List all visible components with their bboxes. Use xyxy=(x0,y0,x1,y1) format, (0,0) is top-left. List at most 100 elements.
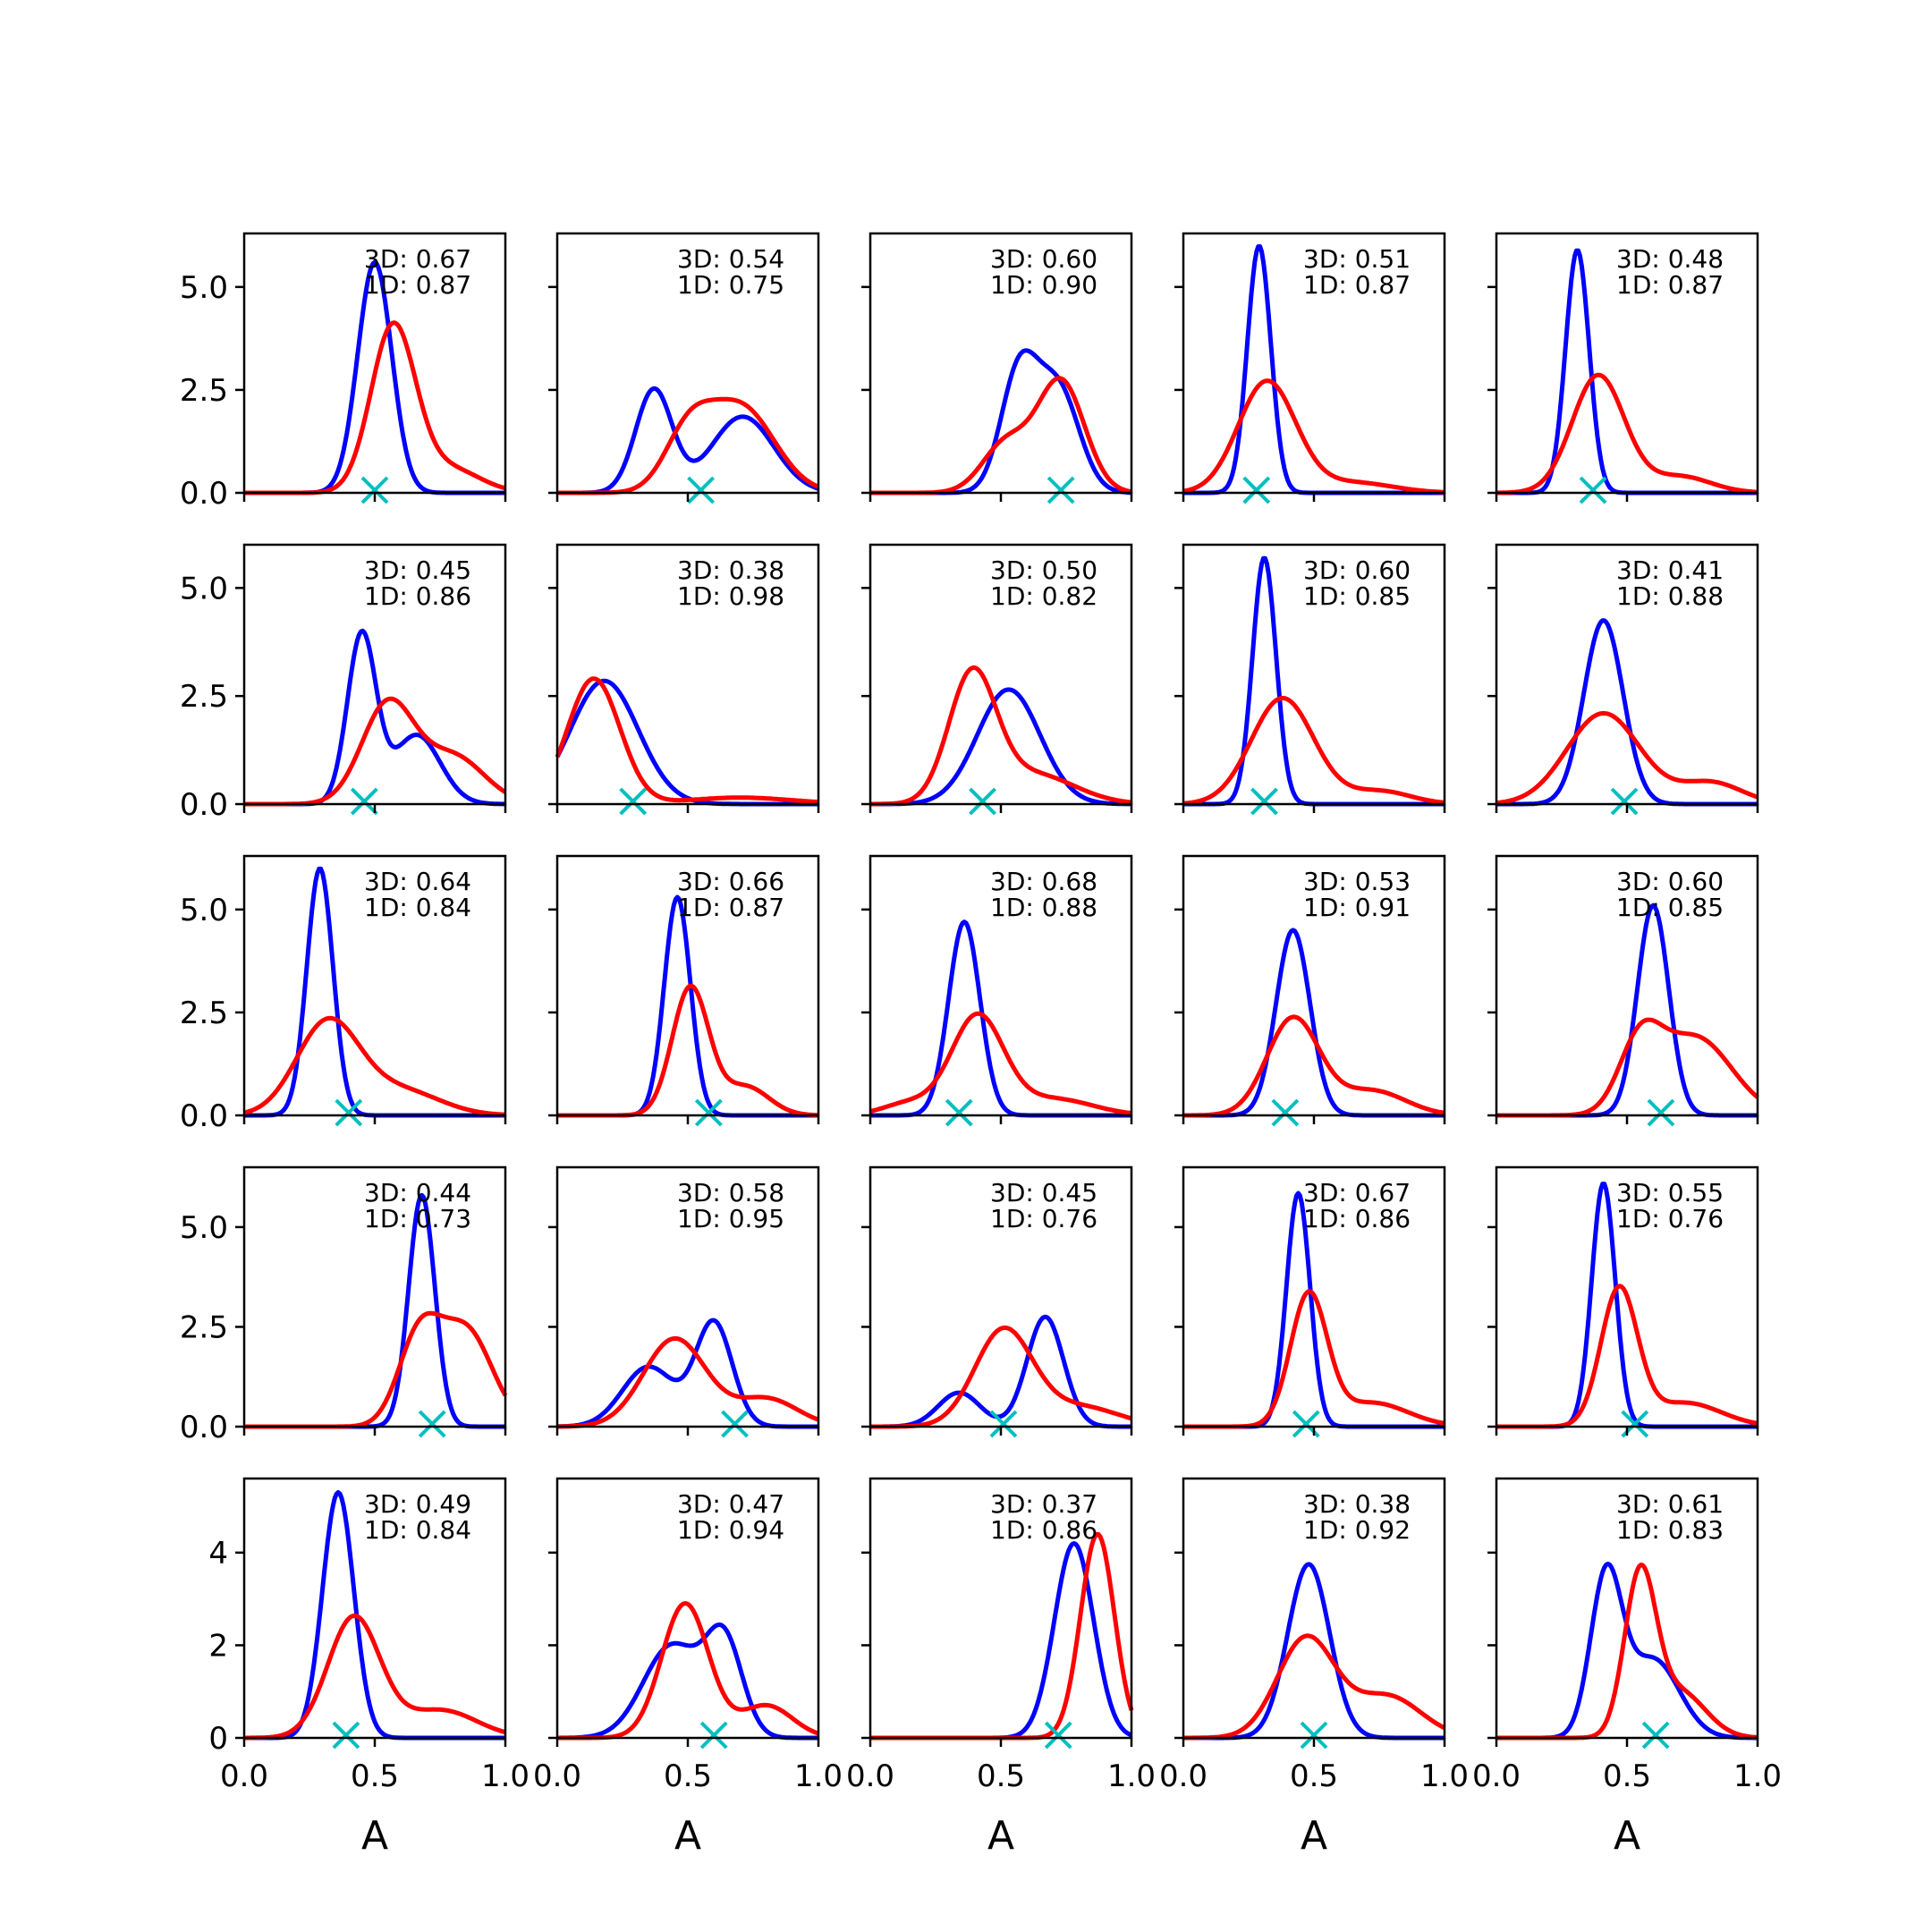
annotation-1d: 1D: 0.86 xyxy=(990,1515,1097,1545)
y-tick-label: 5.0 xyxy=(180,1210,228,1246)
marker-stroke xyxy=(694,1098,723,1127)
blue-density-line xyxy=(556,1318,819,1429)
annotation-3d: 3D: 0.38 xyxy=(677,555,784,585)
annotation-1d: 1D: 0.86 xyxy=(1303,1204,1411,1233)
marker-x xyxy=(1242,476,1271,504)
blue-density-line xyxy=(1182,928,1445,1118)
y-tick-label: 2.5 xyxy=(180,996,228,1031)
annotation-1d: 1D: 0.82 xyxy=(990,581,1097,611)
marker-x xyxy=(1641,1721,1670,1750)
marker-stroke xyxy=(1647,1098,1675,1127)
x-tick-label: 0.5 xyxy=(351,1758,399,1794)
marker-x xyxy=(969,787,996,816)
annotation-1d: 1D: 0.87 xyxy=(677,893,784,922)
red-density-line xyxy=(556,1335,819,1429)
marker-x xyxy=(418,1410,446,1438)
x-tick-label: 1.0 xyxy=(1107,1758,1156,1794)
annotation-1d: 1D: 0.91 xyxy=(1303,893,1411,922)
annotation-3d: 3D: 0.54 xyxy=(677,244,784,274)
y-tick-label: 5.0 xyxy=(180,571,228,606)
marker-x xyxy=(335,1098,363,1127)
x-tick-label: 0.5 xyxy=(1290,1758,1338,1794)
marker-x xyxy=(1250,787,1278,816)
blue-density-line xyxy=(556,386,819,496)
annotation-3d: 3D: 0.53 xyxy=(1303,867,1411,896)
marker-x xyxy=(1044,1721,1072,1750)
marker-x xyxy=(1647,1098,1675,1127)
y-tick-label: 5.0 xyxy=(180,270,228,306)
marker-x xyxy=(945,1098,973,1127)
x-tick-label: 1.0 xyxy=(794,1758,843,1794)
red-density-line xyxy=(243,696,507,807)
marker-stroke xyxy=(687,476,716,504)
marker-x xyxy=(1046,476,1075,504)
x-axis-label: A xyxy=(361,1813,388,1859)
marker-stroke xyxy=(945,1098,973,1127)
x-tick-label: 0.0 xyxy=(1159,1758,1208,1794)
red-density-line xyxy=(1182,1014,1445,1118)
red-density-line xyxy=(555,676,819,805)
y-tick-label: 0.0 xyxy=(180,787,228,823)
annotation-3d: 3D: 0.67 xyxy=(1303,1178,1411,1208)
annotation-1d: 1D: 0.87 xyxy=(1616,270,1724,300)
annotation-1d: 1D: 0.95 xyxy=(677,1204,784,1233)
marker-x xyxy=(360,476,389,504)
blue-density-line xyxy=(869,919,1132,1118)
x-tick-label: 0.0 xyxy=(533,1758,581,1794)
x-axis-label: A xyxy=(1301,1813,1327,1859)
marker-stroke xyxy=(969,787,996,816)
annotation-3d: 3D: 0.55 xyxy=(1616,1178,1724,1208)
marker-x xyxy=(350,787,378,816)
red-density-line xyxy=(869,1531,1134,1741)
y-tick-label: 4 xyxy=(208,1536,228,1572)
annotation-3d: 3D: 0.60 xyxy=(990,244,1097,274)
x-tick-label: 0.0 xyxy=(846,1758,894,1794)
blue-density-line xyxy=(869,1314,1132,1429)
annotation-3d: 3D: 0.64 xyxy=(364,867,471,896)
marker-x xyxy=(619,787,648,816)
marker-stroke xyxy=(619,787,648,816)
annotation-3d: 3D: 0.58 xyxy=(677,1178,784,1208)
blue-density-line xyxy=(555,678,819,807)
blue-density-line xyxy=(869,348,1132,496)
marker-stroke xyxy=(350,787,378,816)
red-density-line xyxy=(1182,1633,1446,1741)
red-density-line xyxy=(869,665,1132,807)
red-density-line xyxy=(869,376,1132,496)
annotation-1d: 1D: 0.76 xyxy=(990,1204,1097,1233)
marker-x xyxy=(989,1410,1018,1438)
marker-stroke xyxy=(1300,1721,1328,1750)
y-tick-label: 0 xyxy=(208,1721,228,1757)
annotation-1d: 1D: 0.75 xyxy=(677,270,784,300)
annotation-1d: 1D: 0.73 xyxy=(364,1204,471,1233)
annotation-3d: 3D: 0.60 xyxy=(1616,867,1724,896)
x-tick-label: 0.0 xyxy=(1472,1758,1521,1794)
marker-stroke xyxy=(699,1721,728,1750)
annotation-1d: 1D: 0.98 xyxy=(677,581,784,611)
y-tick-label: 5.0 xyxy=(180,893,228,928)
annotation-3d: 3D: 0.61 xyxy=(1616,1489,1724,1519)
marker-stroke xyxy=(1242,476,1271,504)
blue-density-line xyxy=(1496,1561,1758,1741)
annotation-3d: 3D: 0.48 xyxy=(1616,244,1724,274)
x-tick-label: 1.0 xyxy=(1733,1758,1782,1794)
x-tick-label: 0.5 xyxy=(1603,1758,1651,1794)
marker-x xyxy=(1271,1098,1300,1127)
marker-x xyxy=(1300,1721,1328,1750)
annotation-3d: 3D: 0.66 xyxy=(677,867,784,896)
